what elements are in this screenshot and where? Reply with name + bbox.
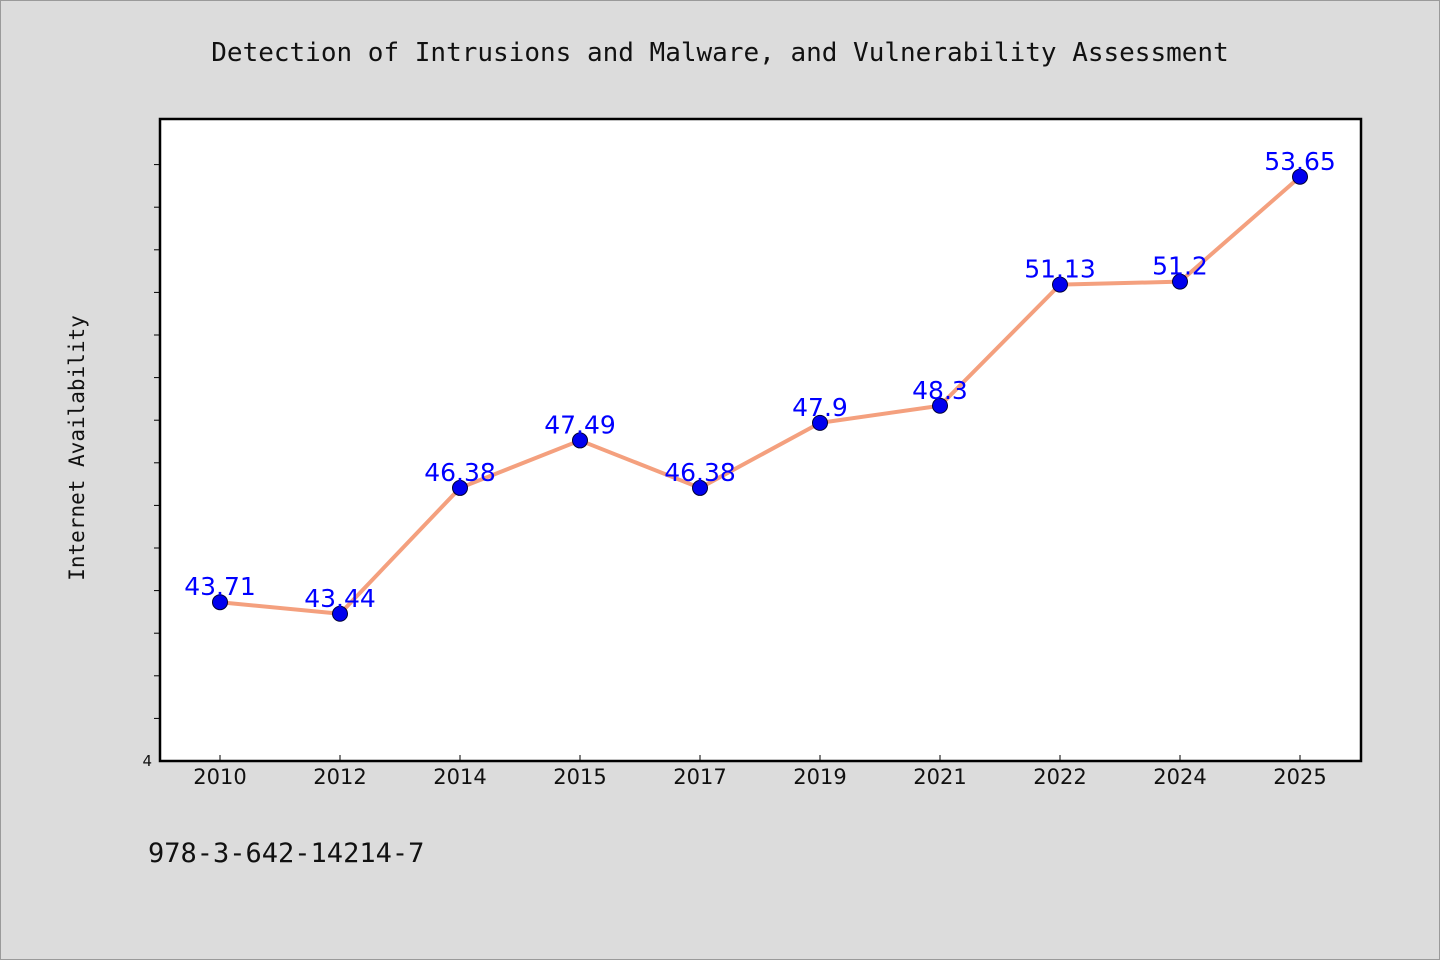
series-line	[219, 175, 1302, 616]
y-axis-ticks: 4	[142, 164, 160, 770]
data-point	[812, 414, 828, 431]
x-tick-label: 2017	[673, 765, 726, 789]
data-label: 47.49	[544, 410, 616, 439]
data-markers	[212, 168, 1308, 622]
x-tick-label: 2021	[913, 765, 966, 789]
data-label: 43.71	[184, 572, 256, 601]
data-label: 48.3	[912, 376, 968, 405]
x-tick-label: 2014	[433, 765, 486, 789]
plot-area	[158, 117, 1363, 763]
x-tick-label: 2022	[1033, 765, 1086, 789]
data-label: 47.9	[792, 393, 848, 422]
data-point	[572, 432, 588, 449]
x-tick-label: 2019	[793, 765, 846, 789]
data-point	[332, 605, 348, 622]
x-tick-label: 2015	[553, 765, 606, 789]
data-point	[1172, 273, 1188, 290]
data-labels: 43.71 43.44 46.38 47.49 46.38 47.9 48.3 51.13 51…	[184, 147, 1336, 613]
data-point	[932, 397, 948, 414]
isbn-footer: 978-3-642-14214-7	[148, 838, 424, 869]
data-point	[212, 594, 228, 611]
x-tick-label: 2024	[1153, 765, 1206, 789]
data-label: 43.44	[304, 584, 376, 613]
data-point	[452, 479, 468, 496]
y-tick-label: 4	[142, 752, 152, 770]
chart-title: Detection of Intrusions and Malware, and…	[211, 38, 1228, 68]
data-point	[1292, 168, 1308, 185]
data-point	[1052, 276, 1068, 293]
x-tick-label: 2025	[1273, 765, 1326, 789]
data-label: 46.38	[424, 458, 496, 487]
data-point	[692, 479, 708, 496]
x-tick-label: 2010	[193, 765, 246, 789]
x-tick-label: 2012	[313, 765, 366, 789]
x-axis-ticks: 2010 2012 2014 2015 2017 2019 2021 2022 2024 2025	[193, 755, 1327, 789]
y-axis-label: Internet Availability	[65, 315, 89, 581]
series-lines	[219, 175, 1302, 616]
data-label: 51.2	[1152, 252, 1208, 281]
data-label: 46.38	[664, 458, 736, 487]
data-label: 53.65	[1264, 147, 1336, 176]
data-label: 51.13	[1024, 255, 1096, 284]
